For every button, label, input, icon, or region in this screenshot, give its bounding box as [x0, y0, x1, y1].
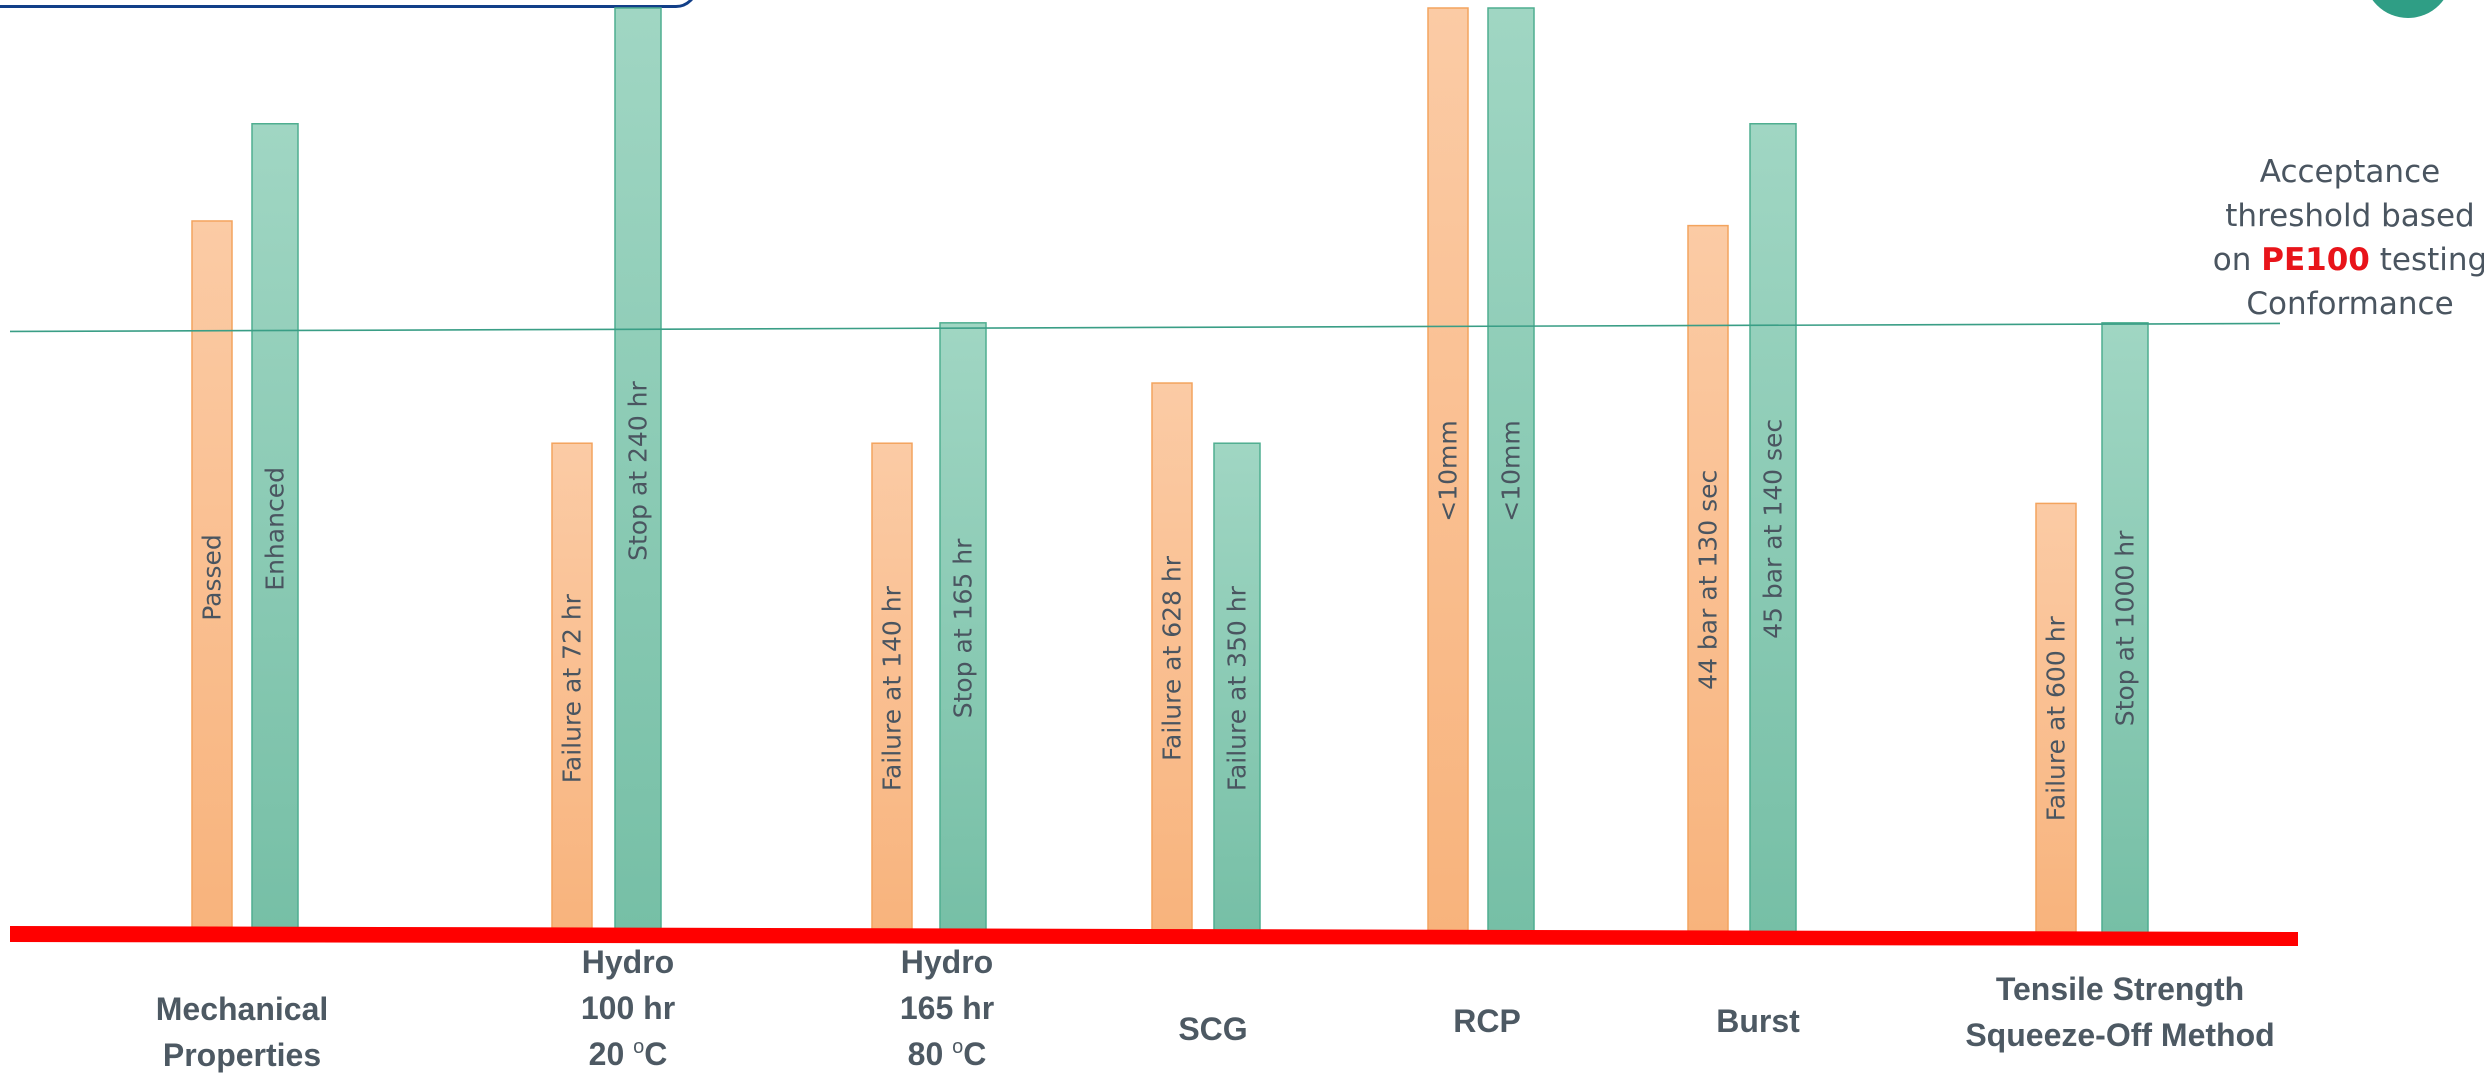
- bar-5-0: [1687, 224, 1729, 935]
- bar-label-2-1: Stop at 165 hr: [949, 538, 978, 718]
- labels-layer: Passed Enhanced Mechanical Properties Failur…: [156, 380, 2275, 1073]
- baseline: [10, 926, 2298, 946]
- bar-label-4-0: <10mm: [1434, 420, 1463, 521]
- bar-label-1-1: Stop at 240 hr: [624, 380, 653, 560]
- threshold-pre: on: [2212, 242, 2262, 278]
- bar-5-1: [1749, 123, 1797, 935]
- lines-layer: [9, 322, 2298, 946]
- bar-label-3-1: Failure at 350 hr: [1223, 585, 1252, 791]
- bar-1-1: [614, 7, 662, 935]
- bar-label-6-0: Failure at 600 hr: [2042, 615, 2071, 821]
- bars-layer: [191, 7, 2149, 935]
- bar-label-5-1: 45 bar at 140 sec: [1759, 419, 1788, 639]
- threshold-line-1: Acceptance: [2259, 154, 2441, 190]
- category-label-1-0: Hydro: [582, 944, 674, 980]
- category-label-0-1: Properties: [163, 1037, 321, 1073]
- bar-2-1: [939, 322, 987, 935]
- category-label-6-1: Squeeze-Off Method: [1965, 1017, 2274, 1053]
- threshold-line-4: Conformance: [2246, 286, 2454, 322]
- bar-label-5-0: 44 bar at 130 sec: [1694, 470, 1723, 690]
- bar-4-0: [1427, 7, 1469, 935]
- bar-0-0: [191, 220, 233, 935]
- bar-label-3-0: Failure at 628 hr: [1158, 555, 1187, 761]
- bar-label-4-1: <10mm: [1497, 420, 1526, 521]
- bar-2-0: [871, 442, 913, 935]
- threshold-annotation: Acceptance threshold based on PE100 test…: [2200, 150, 2484, 326]
- category-label-1-2: 20 oC: [589, 1036, 668, 1072]
- category-label-1-1: 100 hr: [581, 990, 675, 1026]
- bar-6-1: [2101, 322, 2149, 935]
- bar-label-2-0: Failure at 140 hr: [878, 585, 907, 791]
- category-label-0-0: Mechanical: [156, 991, 329, 1027]
- category-label-6-0: Tensile Strength: [1996, 971, 2244, 1007]
- category-label-4-0: RCP: [1453, 1003, 1521, 1039]
- category-label-3-0: SCG: [1178, 1011, 1247, 1047]
- category-label-2-2: 80 oC: [908, 1036, 987, 1072]
- threshold-emph: PE100: [2261, 242, 2370, 278]
- bar-label-1-0: Failure at 72 hr: [558, 593, 587, 783]
- category-label-2-1: 165 hr: [900, 990, 994, 1026]
- bar-label-6-1: Stop at 1000 hr: [2111, 530, 2140, 726]
- bar-3-0: [1151, 382, 1193, 935]
- bar-3-1: [1213, 442, 1261, 935]
- threshold-post: testing: [2369, 242, 2484, 278]
- bar-label-0-1: Enhanced: [261, 467, 290, 591]
- threshold-line-3: on PE100 testing: [2200, 238, 2484, 282]
- bar-6-0: [2035, 502, 2077, 935]
- bar-0-1: [251, 123, 299, 935]
- bar-4-1: [1487, 7, 1535, 935]
- bar-1-0: [551, 442, 593, 935]
- threshold-line-2: threshold based: [2225, 198, 2475, 234]
- bar-label-0-0: Passed: [198, 534, 227, 621]
- category-label-5-0: Burst: [1716, 1003, 1800, 1039]
- threshold-line: [9, 322, 2281, 333]
- category-label-2-0: Hydro: [901, 944, 993, 980]
